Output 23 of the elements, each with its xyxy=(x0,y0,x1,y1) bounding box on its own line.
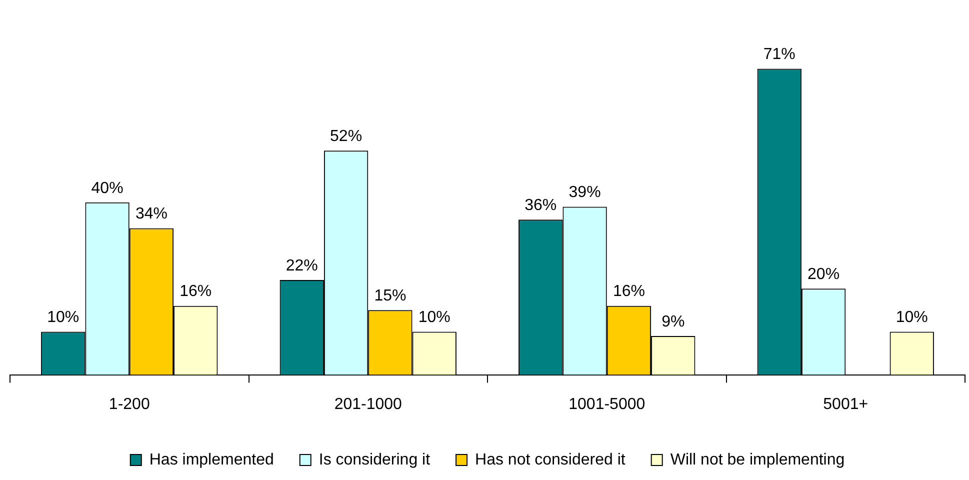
data-label: 9% xyxy=(662,313,685,330)
data-label: 15% xyxy=(374,288,406,305)
x-tick-label: 5001+ xyxy=(823,396,868,413)
legend-label: Has not considered it xyxy=(475,451,626,468)
data-label: 22% xyxy=(286,257,318,274)
legend-label: Will not be implementing xyxy=(670,451,845,468)
legend-label: Has implemented xyxy=(149,451,274,468)
legend-label: Is considering it xyxy=(318,451,431,468)
data-label: 34% xyxy=(135,206,168,223)
x-tick-label: 1001-5000 xyxy=(568,396,646,413)
data-label: 16% xyxy=(180,283,212,300)
data-label: 36% xyxy=(524,197,557,214)
data-label: 40% xyxy=(91,180,124,197)
data-label: 39% xyxy=(568,184,601,202)
x-tick-label: 201-1000 xyxy=(334,396,402,413)
data-label: 10% xyxy=(47,309,80,326)
data-label: 10% xyxy=(418,309,450,326)
x-tick-label: 1-200 xyxy=(108,396,150,413)
data-label: 20% xyxy=(808,266,840,284)
data-label: 10% xyxy=(896,309,928,326)
data-label: 16% xyxy=(612,283,645,300)
data-label: 52% xyxy=(330,128,362,146)
data-label: 71% xyxy=(763,46,796,64)
